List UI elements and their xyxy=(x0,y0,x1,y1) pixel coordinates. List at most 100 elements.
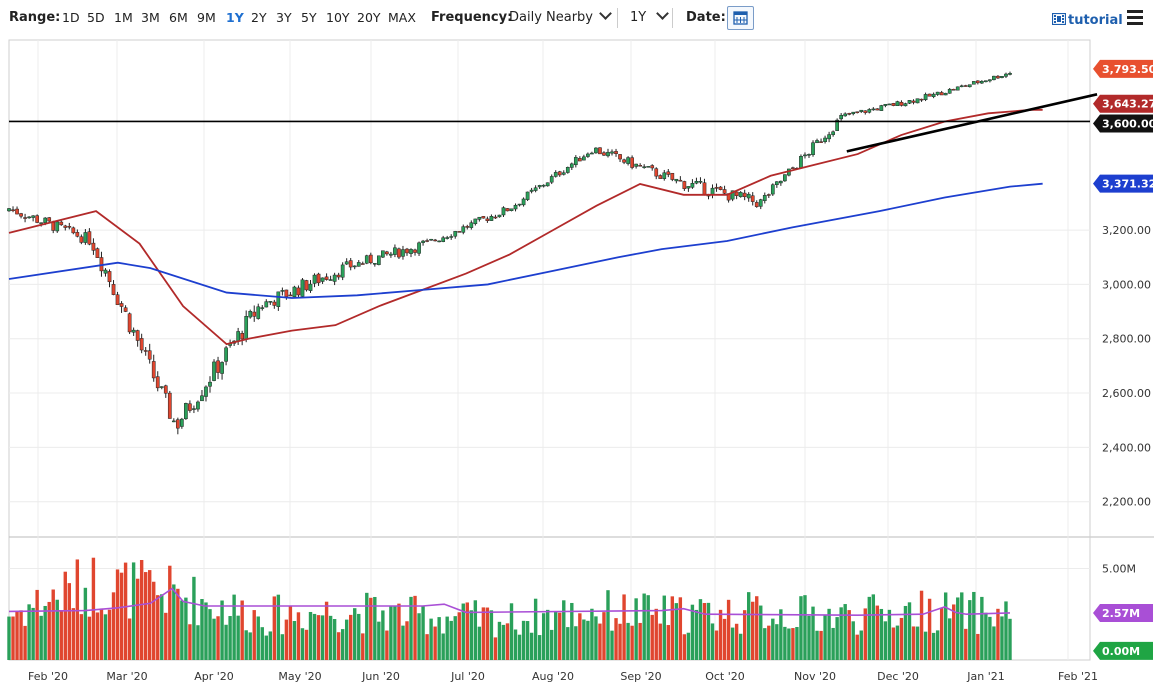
tutorial-link[interactable]: tutorial xyxy=(1051,12,1123,28)
range-option-5d[interactable]: 5D xyxy=(87,10,105,25)
volume-bar xyxy=(847,610,851,660)
volume-bar xyxy=(746,592,751,660)
range-option-max[interactable]: MAX xyxy=(388,10,416,25)
calendar-icon xyxy=(733,11,748,25)
candle-body xyxy=(823,137,827,142)
volume-bar xyxy=(473,600,478,660)
x-tick-label: Feb '20 xyxy=(28,670,68,683)
period-dropdown[interactable]: 1Y xyxy=(630,7,670,25)
candle-body xyxy=(216,360,220,373)
candle-body xyxy=(618,154,622,160)
candle-body xyxy=(911,100,916,103)
candle-body xyxy=(586,153,590,157)
candle-body xyxy=(35,215,39,223)
volume-bar xyxy=(176,588,180,660)
volume-bar xyxy=(726,599,731,660)
range-option-3m[interactable]: 3M xyxy=(141,10,160,25)
candle-body xyxy=(590,152,594,155)
candle-body xyxy=(513,204,518,210)
candle-body xyxy=(91,242,96,251)
candle-body xyxy=(602,152,606,156)
volume-bar xyxy=(95,612,100,660)
volume-bar xyxy=(666,625,670,660)
candle-body xyxy=(163,385,168,394)
volume-bar xyxy=(119,572,124,660)
volume-bar xyxy=(224,624,228,660)
volume-bar xyxy=(767,625,771,660)
volume-bar xyxy=(879,608,884,660)
volume-bar xyxy=(228,616,232,660)
candle-body xyxy=(445,237,450,239)
volume-bar xyxy=(642,593,646,660)
range-option-2y[interactable]: 2Y xyxy=(251,10,267,25)
candle-body xyxy=(477,216,482,220)
candle-body xyxy=(811,142,815,156)
candle-body xyxy=(180,418,184,427)
volume-bar xyxy=(658,623,662,660)
candle-body xyxy=(469,222,474,228)
volume-bar xyxy=(328,615,333,660)
date-picker-button[interactable] xyxy=(727,6,754,30)
volume-bar xyxy=(907,602,912,660)
trendlines xyxy=(9,93,1098,153)
candle-body xyxy=(827,134,831,140)
range-option-5y[interactable]: 5Y xyxy=(301,10,317,25)
volume-bar xyxy=(598,623,602,660)
volume-bar xyxy=(943,592,948,660)
candle-body xyxy=(497,214,502,218)
candle-body xyxy=(545,182,550,187)
range-option-1y[interactable]: 1Y xyxy=(226,10,244,25)
candle-body xyxy=(441,237,446,242)
candle-body xyxy=(791,167,795,169)
candle-body xyxy=(678,179,683,182)
volume-bar xyxy=(256,616,260,660)
candle-body xyxy=(843,113,848,117)
volume-bar xyxy=(980,596,984,660)
range-option-10y[interactable]: 10Y xyxy=(326,10,350,25)
volume-bar xyxy=(738,633,743,660)
candle-body xyxy=(248,311,253,318)
menu-icon[interactable] xyxy=(1127,10,1143,25)
x-tick-label: Nov '20 xyxy=(794,670,836,683)
candle-body xyxy=(95,248,100,258)
volume-bar xyxy=(594,616,598,660)
volume-bar xyxy=(843,604,847,660)
range-option-1m[interactable]: 1M xyxy=(114,10,133,25)
candle-body xyxy=(204,386,208,397)
candle-body xyxy=(381,250,385,258)
candle-body xyxy=(473,218,478,225)
volume-bar xyxy=(373,596,377,660)
volume-bar xyxy=(927,598,932,660)
volume-bar xyxy=(545,609,550,660)
volume-bar xyxy=(276,594,281,660)
volume-bar xyxy=(787,628,791,660)
range-option-3y[interactable]: 3Y xyxy=(276,10,292,25)
volume-bar xyxy=(915,626,920,660)
range-option-9m[interactable]: 9M xyxy=(197,10,216,25)
volume-bar xyxy=(706,602,711,660)
volume-bars xyxy=(7,557,1012,660)
candle-body xyxy=(200,395,204,402)
volume-bar xyxy=(670,596,675,660)
candle-body xyxy=(119,303,124,307)
date-label: Date: xyxy=(686,10,726,25)
candle-body xyxy=(557,171,562,176)
range-option-6m[interactable]: 6M xyxy=(169,10,188,25)
x-axis: Feb '20 Mar '20 Apr '20 May '20 Jun '20 Jul '… xyxy=(28,670,1098,683)
volume-bar xyxy=(1008,618,1012,660)
candle-body xyxy=(863,110,868,113)
candle-body xyxy=(292,286,297,298)
volume-bar xyxy=(823,614,827,660)
frequency-dropdown[interactable]: Daily Nearby xyxy=(509,7,612,25)
tutorial-label: tutorial xyxy=(1068,13,1123,28)
candle-body xyxy=(256,306,261,319)
range-option-20y[interactable]: 20Y xyxy=(357,10,381,25)
candle-body xyxy=(19,213,23,217)
range-option-1d[interactable]: 1D xyxy=(62,10,80,25)
volume-bar xyxy=(35,589,39,660)
candle-body xyxy=(943,92,948,96)
candle-body xyxy=(11,209,15,211)
volume-bar xyxy=(421,605,425,660)
candle-body xyxy=(175,419,180,429)
